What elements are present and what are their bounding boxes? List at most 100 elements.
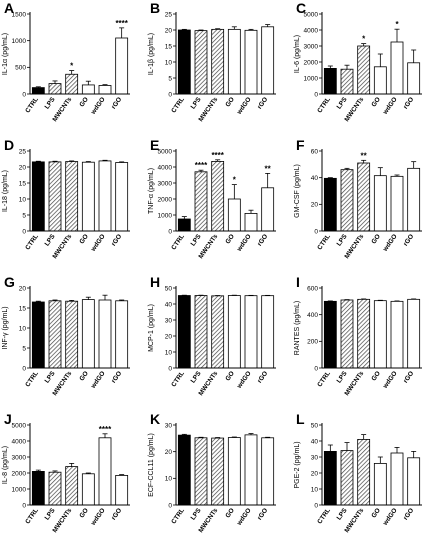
y-tick-label-l-4: 40 bbox=[311, 438, 319, 445]
category-label-i-ctrl: CTRL bbox=[316, 370, 332, 388]
y-tick-label-e-1: 1000 bbox=[158, 212, 173, 219]
category-label-a-ctrl: CTRL bbox=[24, 96, 40, 114]
significance-e-go: * bbox=[233, 176, 237, 185]
bar-i-go bbox=[373, 300, 387, 369]
y-tick-label-d-2: 10 bbox=[19, 196, 27, 203]
bar-h-mwcnts bbox=[211, 295, 225, 369]
y-tick-label-d-0: 0 bbox=[22, 228, 26, 235]
y-axis-title-l: PGE-2 (pg/mL) bbox=[294, 441, 301, 488]
y-tick-label-h-5: 50 bbox=[165, 285, 173, 292]
y-tick-label-h-1: 10 bbox=[165, 349, 173, 356]
category-label-h-rgo: rGO bbox=[256, 370, 269, 384]
bar-j-wdgo bbox=[98, 437, 112, 506]
y-tick-label-k-1: 10 bbox=[165, 476, 173, 483]
bar-h-lps bbox=[194, 295, 208, 369]
bar-l-lps bbox=[340, 450, 354, 506]
category-label-a-wdgo: wdGO bbox=[89, 96, 106, 117]
bar-j-lps bbox=[48, 471, 62, 506]
bar-f-wdgo bbox=[390, 175, 404, 232]
bar-c-ctrl bbox=[323, 68, 337, 95]
y-axis-title-g: INF-γ (pg/mL) bbox=[2, 306, 9, 349]
category-label-d-ctrl: CTRL bbox=[24, 233, 40, 251]
category-label-b-go: GO bbox=[224, 96, 236, 108]
bar-a-mwcnts bbox=[65, 73, 79, 95]
bar-j-ctrl bbox=[31, 470, 45, 506]
bar-c-go bbox=[373, 66, 387, 95]
category-label-l-rgo: rGO bbox=[402, 507, 415, 521]
y-tick-label-b-5: 25 bbox=[165, 11, 173, 18]
panel-letter-j: J bbox=[4, 411, 12, 427]
significance-c-mwcnts: * bbox=[362, 35, 366, 44]
category-label-a-lps: LPS bbox=[44, 96, 57, 111]
panel-e: E TNF-α (pg/mL) 0 1000 2000 3000 4000 5000 CTRL *… bbox=[148, 137, 276, 260]
bar-g-ctrl bbox=[31, 301, 45, 369]
category-label-a-go: GO bbox=[78, 96, 90, 108]
y-tick-label-f-1: 20 bbox=[311, 202, 319, 209]
panel-letter-k: K bbox=[150, 411, 160, 427]
y-tick-label-h-0: 0 bbox=[168, 365, 172, 372]
y-tick-label-g-0: 0 bbox=[22, 365, 26, 372]
category-label-g-go: GO bbox=[78, 370, 90, 382]
panel-letter-a: A bbox=[4, 0, 14, 16]
y-tick-label-l-1: 10 bbox=[311, 486, 319, 493]
category-label-g-rgo: rGO bbox=[110, 370, 123, 384]
category-label-b-lps: LPS bbox=[190, 96, 203, 111]
bar-f-rgo bbox=[407, 167, 421, 232]
bar-c-rgo bbox=[407, 62, 421, 95]
bar-g-wdgo bbox=[98, 299, 112, 369]
y-tick-label-i-2: 400 bbox=[307, 312, 318, 319]
bar-f-ctrl bbox=[323, 177, 337, 232]
bar-i-wdgo bbox=[390, 300, 404, 369]
y-tick-label-i-1: 200 bbox=[307, 339, 318, 346]
panel-letter-g: G bbox=[4, 274, 15, 290]
significance-a-mwcnts: * bbox=[70, 62, 74, 71]
y-tick-label-k-2: 20 bbox=[165, 449, 173, 456]
y-tick-label-a-1: 500 bbox=[15, 65, 26, 72]
y-tick-label-b-2: 10 bbox=[165, 59, 173, 66]
y-tick-label-c-3: 3000 bbox=[304, 43, 319, 50]
y-tick-label-l-3: 30 bbox=[311, 454, 319, 461]
category-label-f-go: GO bbox=[370, 233, 382, 245]
y-tick-label-j-4: 4000 bbox=[12, 438, 27, 445]
y-tick-label-d-4: 20 bbox=[19, 164, 27, 171]
significance-c-wdgo: * bbox=[395, 20, 399, 29]
y-axis-title-k: ECF-CCL11 (pg/mL) bbox=[148, 433, 155, 497]
y-tick-label-c-1: 1000 bbox=[304, 75, 319, 82]
bar-d-mwcnts bbox=[65, 161, 79, 232]
y-tick-label-e-2: 2000 bbox=[158, 196, 173, 203]
bar-j-mwcnts bbox=[65, 466, 79, 506]
panel-letter-f: F bbox=[296, 137, 305, 153]
significance-j-wdgo: **** bbox=[99, 425, 112, 434]
significance-f-mwcnts: ** bbox=[361, 151, 368, 160]
category-label-i-wdgo: wdGO bbox=[381, 370, 398, 391]
category-label-k-ctrl: CTRL bbox=[170, 507, 186, 525]
significance-a-rgo: **** bbox=[115, 19, 128, 28]
category-label-h-lps: LPS bbox=[190, 370, 203, 385]
category-label-h-go: GO bbox=[224, 370, 236, 382]
category-label-g-lps: LPS bbox=[44, 370, 57, 385]
category-label-d-rgo: rGO bbox=[110, 233, 123, 247]
y-tick-label-g-1: 5 bbox=[22, 345, 26, 352]
category-label-h-wdgo: wdGO bbox=[235, 370, 252, 391]
y-tick-label-a-2: 1000 bbox=[12, 38, 27, 45]
bar-k-wdgo bbox=[244, 434, 258, 506]
bar-b-lps bbox=[194, 30, 208, 95]
bar-l-mwcnts bbox=[357, 438, 371, 506]
y-tick-label-f-2: 40 bbox=[311, 175, 319, 182]
y-tick-label-j-5: 5000 bbox=[12, 422, 27, 429]
significance-e-rgo: ** bbox=[265, 164, 272, 173]
bar-a-wdgo bbox=[98, 85, 112, 95]
y-axis-title-c: IL-6 (pg/mL) bbox=[294, 35, 301, 73]
category-label-j-wdgo: wdGO bbox=[89, 507, 106, 528]
y-tick-label-j-0: 0 bbox=[22, 502, 26, 509]
significance-e-mwcnts: **** bbox=[211, 151, 224, 160]
bar-a-rgo bbox=[115, 37, 129, 95]
category-label-c-lps: LPS bbox=[336, 96, 349, 111]
